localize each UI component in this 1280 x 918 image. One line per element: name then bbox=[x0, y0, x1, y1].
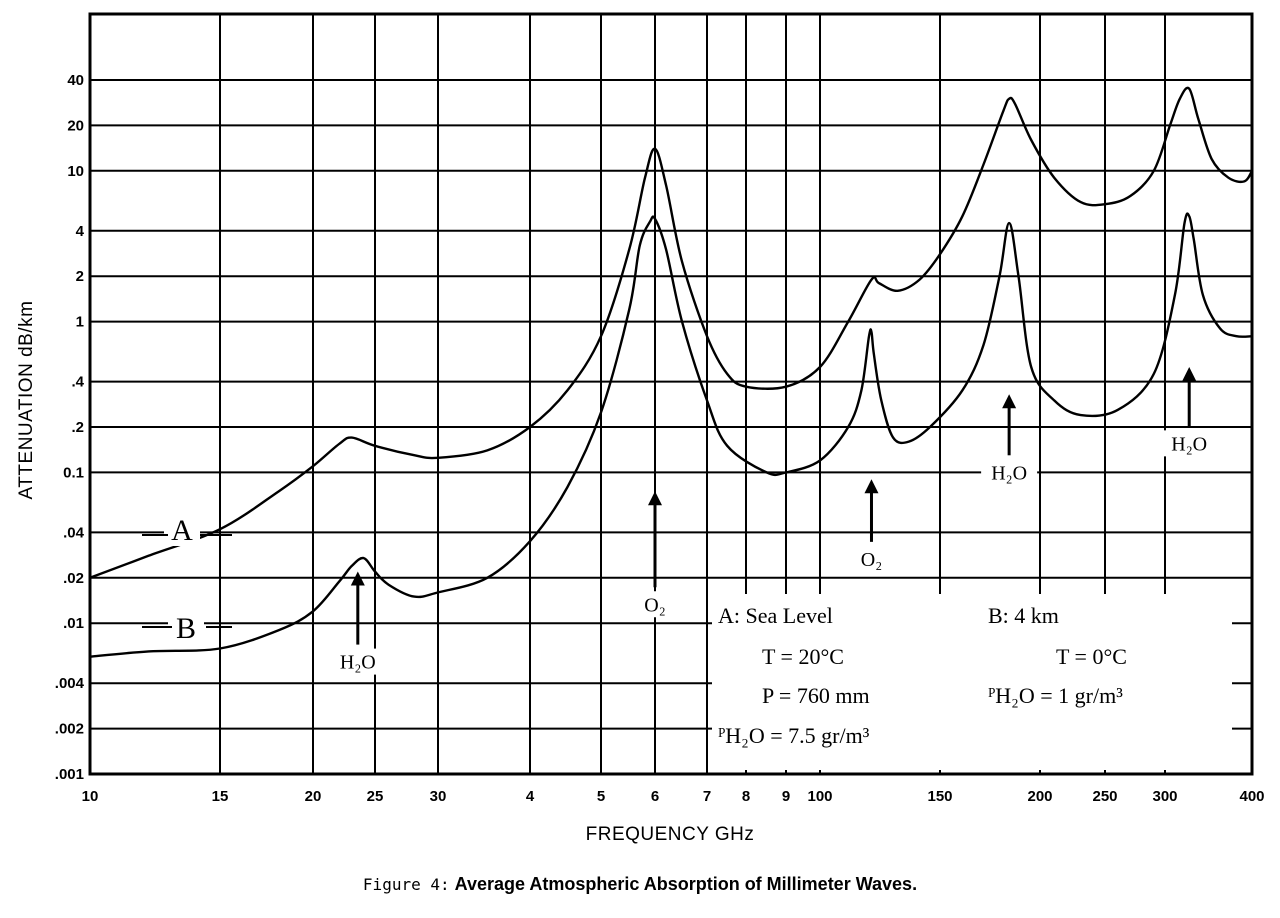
annotations: H₂O O₂ O₂ H₂O H₂O bbox=[329, 366, 1218, 675]
curve-label-bg bbox=[164, 516, 200, 546]
x-tick-label: 300 bbox=[1152, 788, 1177, 805]
x-tick-label: 20 bbox=[305, 788, 322, 805]
legend-a-title: A: Sea Level bbox=[718, 603, 833, 628]
legend-b-temp: T = 0°C bbox=[1056, 644, 1127, 669]
annotation-arrow-head bbox=[350, 571, 365, 586]
y-tick-label: .001 bbox=[55, 766, 84, 783]
annotation-label-bg bbox=[1161, 430, 1218, 457]
annotation-arrow-head bbox=[648, 491, 662, 506]
curve-labels: AB bbox=[142, 514, 232, 645]
x-tick-label: 7 bbox=[703, 788, 711, 805]
x-tick-label: 400 bbox=[1239, 788, 1264, 805]
annotation-label-bg bbox=[843, 545, 900, 572]
y-tick-label: .2 bbox=[71, 419, 84, 436]
x-tick-label: 8 bbox=[742, 788, 750, 805]
figure-caption: Figure 4: Average Atmospheric Absorption… bbox=[0, 874, 1280, 895]
y-axis-title: ATTENUATION dB/km bbox=[16, 301, 37, 500]
legend: A: Sea Level T = 20°C P = 760 mm ᴾH₂O = … bbox=[712, 594, 1232, 770]
legend-a-pressure: P = 760 mm bbox=[762, 683, 870, 708]
annotation-label: O₂ bbox=[644, 594, 665, 616]
x-tick-label: 250 bbox=[1092, 788, 1117, 805]
annotation-label: H₂O bbox=[991, 462, 1027, 484]
y-tick-label: .02 bbox=[63, 570, 84, 587]
y-tick-label: .004 bbox=[55, 675, 85, 692]
annotation-label: H₂O bbox=[340, 652, 376, 674]
annotation-label: H₂O bbox=[1171, 433, 1207, 455]
annotation-arrow-head bbox=[1182, 366, 1197, 381]
x-tick-label: 200 bbox=[1027, 788, 1052, 805]
x-tick-label: 25 bbox=[367, 788, 384, 805]
y-tick-label: .4 bbox=[71, 374, 84, 391]
y-tick-label: .04 bbox=[63, 524, 85, 541]
x-tick-label: 30 bbox=[430, 788, 447, 805]
annotation-label: O₂ bbox=[861, 549, 882, 571]
curve-label-a: A bbox=[171, 514, 193, 547]
x-tick-label: 9 bbox=[782, 788, 790, 805]
y-tick-label: .01 bbox=[63, 615, 84, 632]
annotation-label-bg bbox=[627, 591, 683, 618]
annotation-arrow-head bbox=[864, 479, 879, 494]
x-tick-label: 150 bbox=[927, 788, 952, 805]
x-tick-label: 5 bbox=[597, 788, 605, 805]
x-tick-label: 10 bbox=[82, 788, 99, 805]
caption-title: Average Atmospheric Absorption of Millim… bbox=[454, 874, 918, 894]
legend-a-density: ᴾH₂O = 7.5 gr/m³ bbox=[718, 723, 870, 748]
legend-b-density: ᴾH₂O = 1 gr/m³ bbox=[988, 683, 1123, 708]
y-tick-label: 1 bbox=[76, 314, 84, 331]
curves bbox=[89, 86, 1254, 658]
y-tick-label: 10 bbox=[67, 163, 84, 180]
y-tick-label: 4 bbox=[76, 223, 85, 240]
x-tick-label: 6 bbox=[651, 788, 659, 805]
tick-labels: 10 15 20 25 30 4 5 6 7 8 9 100 150 200 250 300 400402010… bbox=[55, 72, 1265, 805]
curve-label-bg bbox=[168, 614, 204, 644]
y-tick-label: .002 bbox=[55, 721, 84, 738]
x-tick-label: 15 bbox=[212, 788, 229, 805]
y-tick-label: 20 bbox=[67, 117, 84, 134]
x-tick-label: 4 bbox=[526, 788, 535, 805]
curve-a bbox=[89, 86, 1254, 579]
curve-label-b: B bbox=[176, 612, 196, 645]
y-tick-label: 40 bbox=[67, 72, 84, 89]
x-tick-label: 100 bbox=[807, 788, 832, 805]
curve-b bbox=[89, 212, 1253, 658]
annotation-label-bg bbox=[981, 459, 1038, 486]
legend-box bbox=[712, 594, 1232, 770]
legend-a-temp: T = 20°C bbox=[762, 644, 844, 669]
annotation-label-bg bbox=[329, 648, 386, 675]
caption-prefix: Figure 4: bbox=[362, 875, 450, 894]
annotation-arrow-head bbox=[1002, 394, 1017, 409]
x-axis-title: FREQUENCY GHz bbox=[586, 824, 755, 845]
y-tick-label: 2 bbox=[76, 268, 84, 285]
legend-b-title: B: 4 km bbox=[988, 603, 1059, 628]
y-tick-label: 0.1 bbox=[63, 464, 84, 481]
